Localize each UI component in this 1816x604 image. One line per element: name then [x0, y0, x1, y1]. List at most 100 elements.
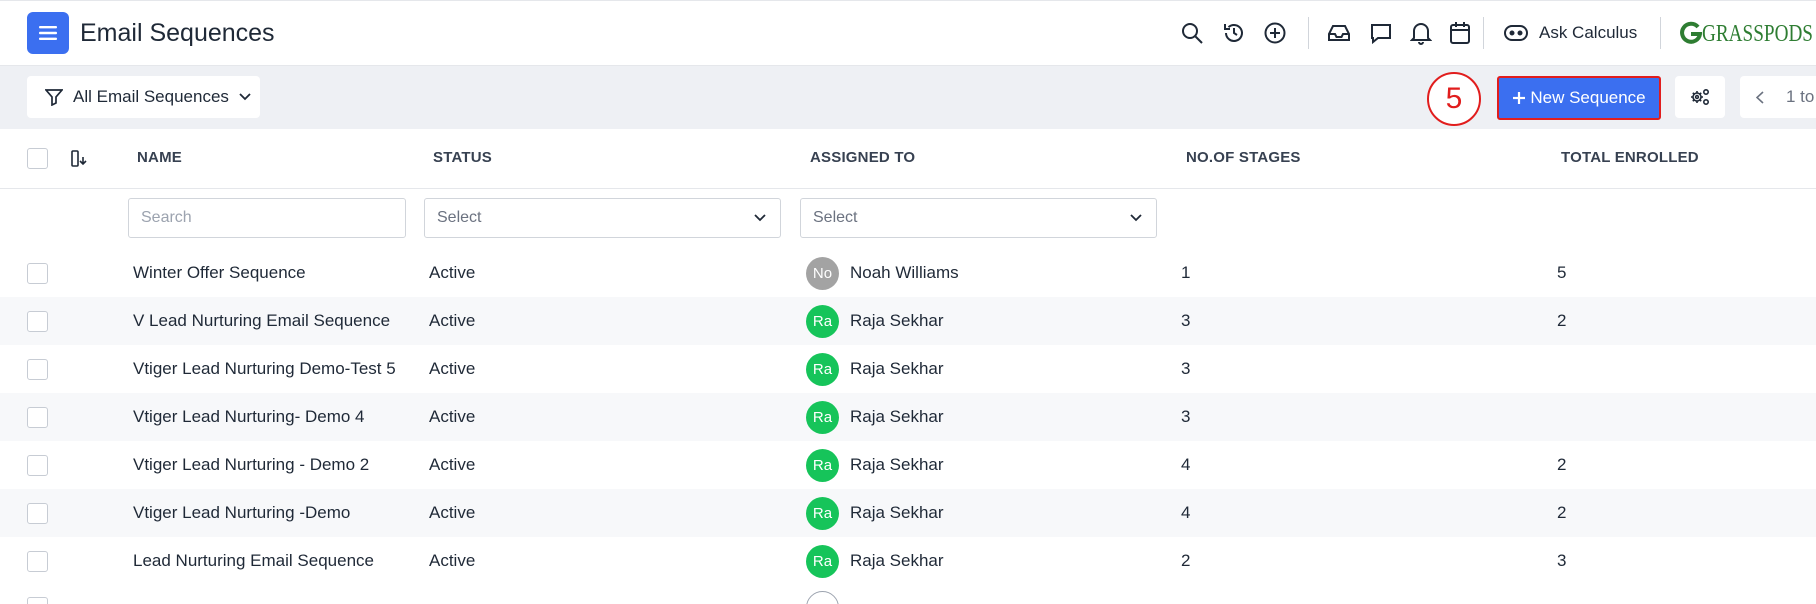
assignee-name: Noah Williams — [850, 263, 959, 282]
status-select-value: Select — [437, 209, 482, 226]
avatar: Ra — [806, 401, 839, 434]
enrolled-count: 2 — [1557, 311, 1567, 330]
sequence-status: Active — [429, 311, 476, 330]
header-divider — [1483, 17, 1484, 49]
chat-icon[interactable] — [1367, 19, 1395, 47]
search-icon[interactable] — [1178, 19, 1206, 47]
step-marker: 5 — [1427, 72, 1481, 126]
row-checkbox[interactable] — [27, 551, 48, 572]
stage-count: 4 — [1181, 503, 1191, 522]
gears-icon — [1691, 88, 1710, 106]
chevron-down-icon — [1130, 214, 1142, 222]
filter-icon — [45, 89, 63, 106]
avatar: Ra — [806, 305, 839, 338]
avatar: No — [806, 257, 839, 290]
chevron-left-icon[interactable] — [1756, 90, 1764, 104]
sequence-name[interactable]: Winter Offer Sequence — [133, 263, 306, 282]
assigned-select-value: Select — [813, 209, 858, 226]
ask-calculus-button[interactable]: Ask Calculus — [1503, 19, 1637, 47]
table-row[interactable]: Lead Nurturing Email Sequence Active Ra Raj… — [0, 537, 1816, 585]
assignee-name: Raja Sekhar — [850, 455, 944, 474]
logo-text: GRASSPODS — [1702, 20, 1813, 47]
row-checkbox[interactable] — [27, 263, 48, 284]
column-resize-icon[interactable] — [70, 149, 88, 174]
avatar: Ra — [806, 497, 839, 530]
filter-row: Select Select — [0, 189, 1816, 249]
hamburger-icon — [39, 26, 57, 40]
enrolled-count: 3 — [1557, 551, 1567, 570]
chevron-down-icon — [754, 214, 766, 222]
avatar: Ra — [806, 353, 839, 386]
sequence-name[interactable]: Vtiger Lead Nurturing Demo-Test 5 — [133, 359, 396, 378]
enrolled-count: 2 — [1557, 455, 1567, 474]
sequence-status: Active — [429, 359, 476, 378]
table-row[interactable]: Vtiger Lead Nurturing- Demo 4 Active Ra Raj… — [0, 393, 1816, 441]
column-header-status[interactable]: STATUS — [433, 149, 492, 166]
column-header-name[interactable]: NAME — [137, 149, 182, 166]
stage-count: 3 — [1181, 359, 1191, 378]
stage-count: 3 — [1181, 311, 1191, 330]
row-checkbox[interactable] — [27, 311, 48, 332]
sequence-status: Active — [429, 503, 476, 522]
stage-count: 4 — [1181, 455, 1191, 474]
sequence-name[interactable]: Vtiger Lead Nurturing- Demo 4 — [133, 407, 365, 426]
header-divider — [1308, 17, 1309, 49]
sequence-status: Active — [429, 263, 476, 282]
table-row[interactable]: Vtiger Lead Nurturing - Demo 2 Active Ra Ra… — [0, 441, 1816, 489]
table-row[interactable]: Vtiger Lead Nurturing Demo-Test 5 Active R… — [0, 345, 1816, 393]
row-checkbox[interactable] — [27, 455, 48, 476]
column-header-total-enrolled[interactable]: TOTAL ENROLLED — [1561, 149, 1699, 166]
select-all-checkbox[interactable] — [27, 148, 48, 169]
avatar — [806, 591, 839, 604]
settings-button[interactable] — [1675, 76, 1725, 118]
sequence-name[interactable]: Lead Nurturing Email Sequence — [133, 551, 374, 570]
enrolled-count: 2 — [1557, 503, 1567, 522]
sequence-name[interactable]: Vtiger Lead Nurturing -Demo — [133, 503, 351, 522]
sequence-status: Active — [429, 551, 476, 570]
assignee-name: Raja Sekhar — [850, 551, 944, 570]
logo-mark-icon — [1680, 21, 1702, 44]
name-search-input[interactable] — [128, 198, 406, 238]
column-header-assigned-to[interactable]: ASSIGNED TO — [810, 149, 916, 166]
inbox-icon[interactable] — [1325, 19, 1353, 47]
assignee-name: Raja Sekhar — [850, 359, 944, 378]
calendar-icon[interactable] — [1446, 19, 1474, 47]
new-sequence-button[interactable]: New Sequence — [1497, 76, 1661, 120]
sequence-name[interactable]: V Lead Nurturing Email Sequence — [133, 311, 391, 330]
ask-calculus-label: Ask Calculus — [1539, 23, 1638, 42]
assignee-name: Raja Sekhar — [850, 311, 944, 330]
history-icon[interactable] — [1220, 19, 1248, 47]
assignee-name: Raja Sekhar — [850, 503, 944, 522]
bot-icon — [1504, 25, 1528, 41]
table-row[interactable]: Winter Offer Sequence Active No Noah Willia… — [0, 249, 1816, 297]
bell-icon[interactable] — [1407, 19, 1435, 47]
status-select[interactable]: Select — [424, 198, 781, 238]
filter-label: All Email Sequences — [73, 87, 229, 106]
sequence-name[interactable]: Vtiger Lead Nurturing - Demo 2 — [133, 455, 370, 474]
table-row[interactable]: Vtiger Lead Nurturing -Demo Active Ra Raja … — [0, 489, 1816, 537]
row-checkbox[interactable] — [27, 597, 48, 604]
brand-logo: GRASSPODS — [1680, 19, 1816, 49]
row-checkbox[interactable] — [27, 503, 48, 524]
row-checkbox[interactable] — [27, 359, 48, 380]
row-checkbox[interactable] — [27, 407, 48, 428]
avatar: Ra — [806, 545, 839, 578]
table-header: NAME STATUS ASSIGNED TO NO.OF STAGES TOT… — [0, 129, 1816, 189]
pagination: 1 to — [1740, 76, 1816, 118]
chevron-down-icon — [239, 93, 251, 101]
table-row-partial — [0, 585, 1816, 604]
list-toolbar: All Email Sequences 5 New Sequence 1 to — [0, 66, 1816, 129]
table-row[interactable]: V Lead Nurturing Email Sequence Active Ra R… — [0, 297, 1816, 345]
stage-count: 3 — [1181, 407, 1191, 426]
add-circle-icon[interactable] — [1261, 19, 1289, 47]
sequence-status: Active — [429, 455, 476, 474]
pagination-range: 1 to — [1786, 87, 1815, 106]
filter-dropdown[interactable]: All Email Sequences — [27, 76, 260, 118]
enrolled-count: 5 — [1557, 263, 1567, 282]
plus-icon — [1513, 92, 1526, 104]
new-sequence-label: New Sequence — [1530, 88, 1646, 107]
page-title: Email Sequences — [80, 19, 275, 47]
column-header-stages[interactable]: NO.OF STAGES — [1186, 149, 1301, 166]
assigned-to-select[interactable]: Select — [800, 198, 1157, 238]
menu-button[interactable] — [27, 12, 69, 54]
